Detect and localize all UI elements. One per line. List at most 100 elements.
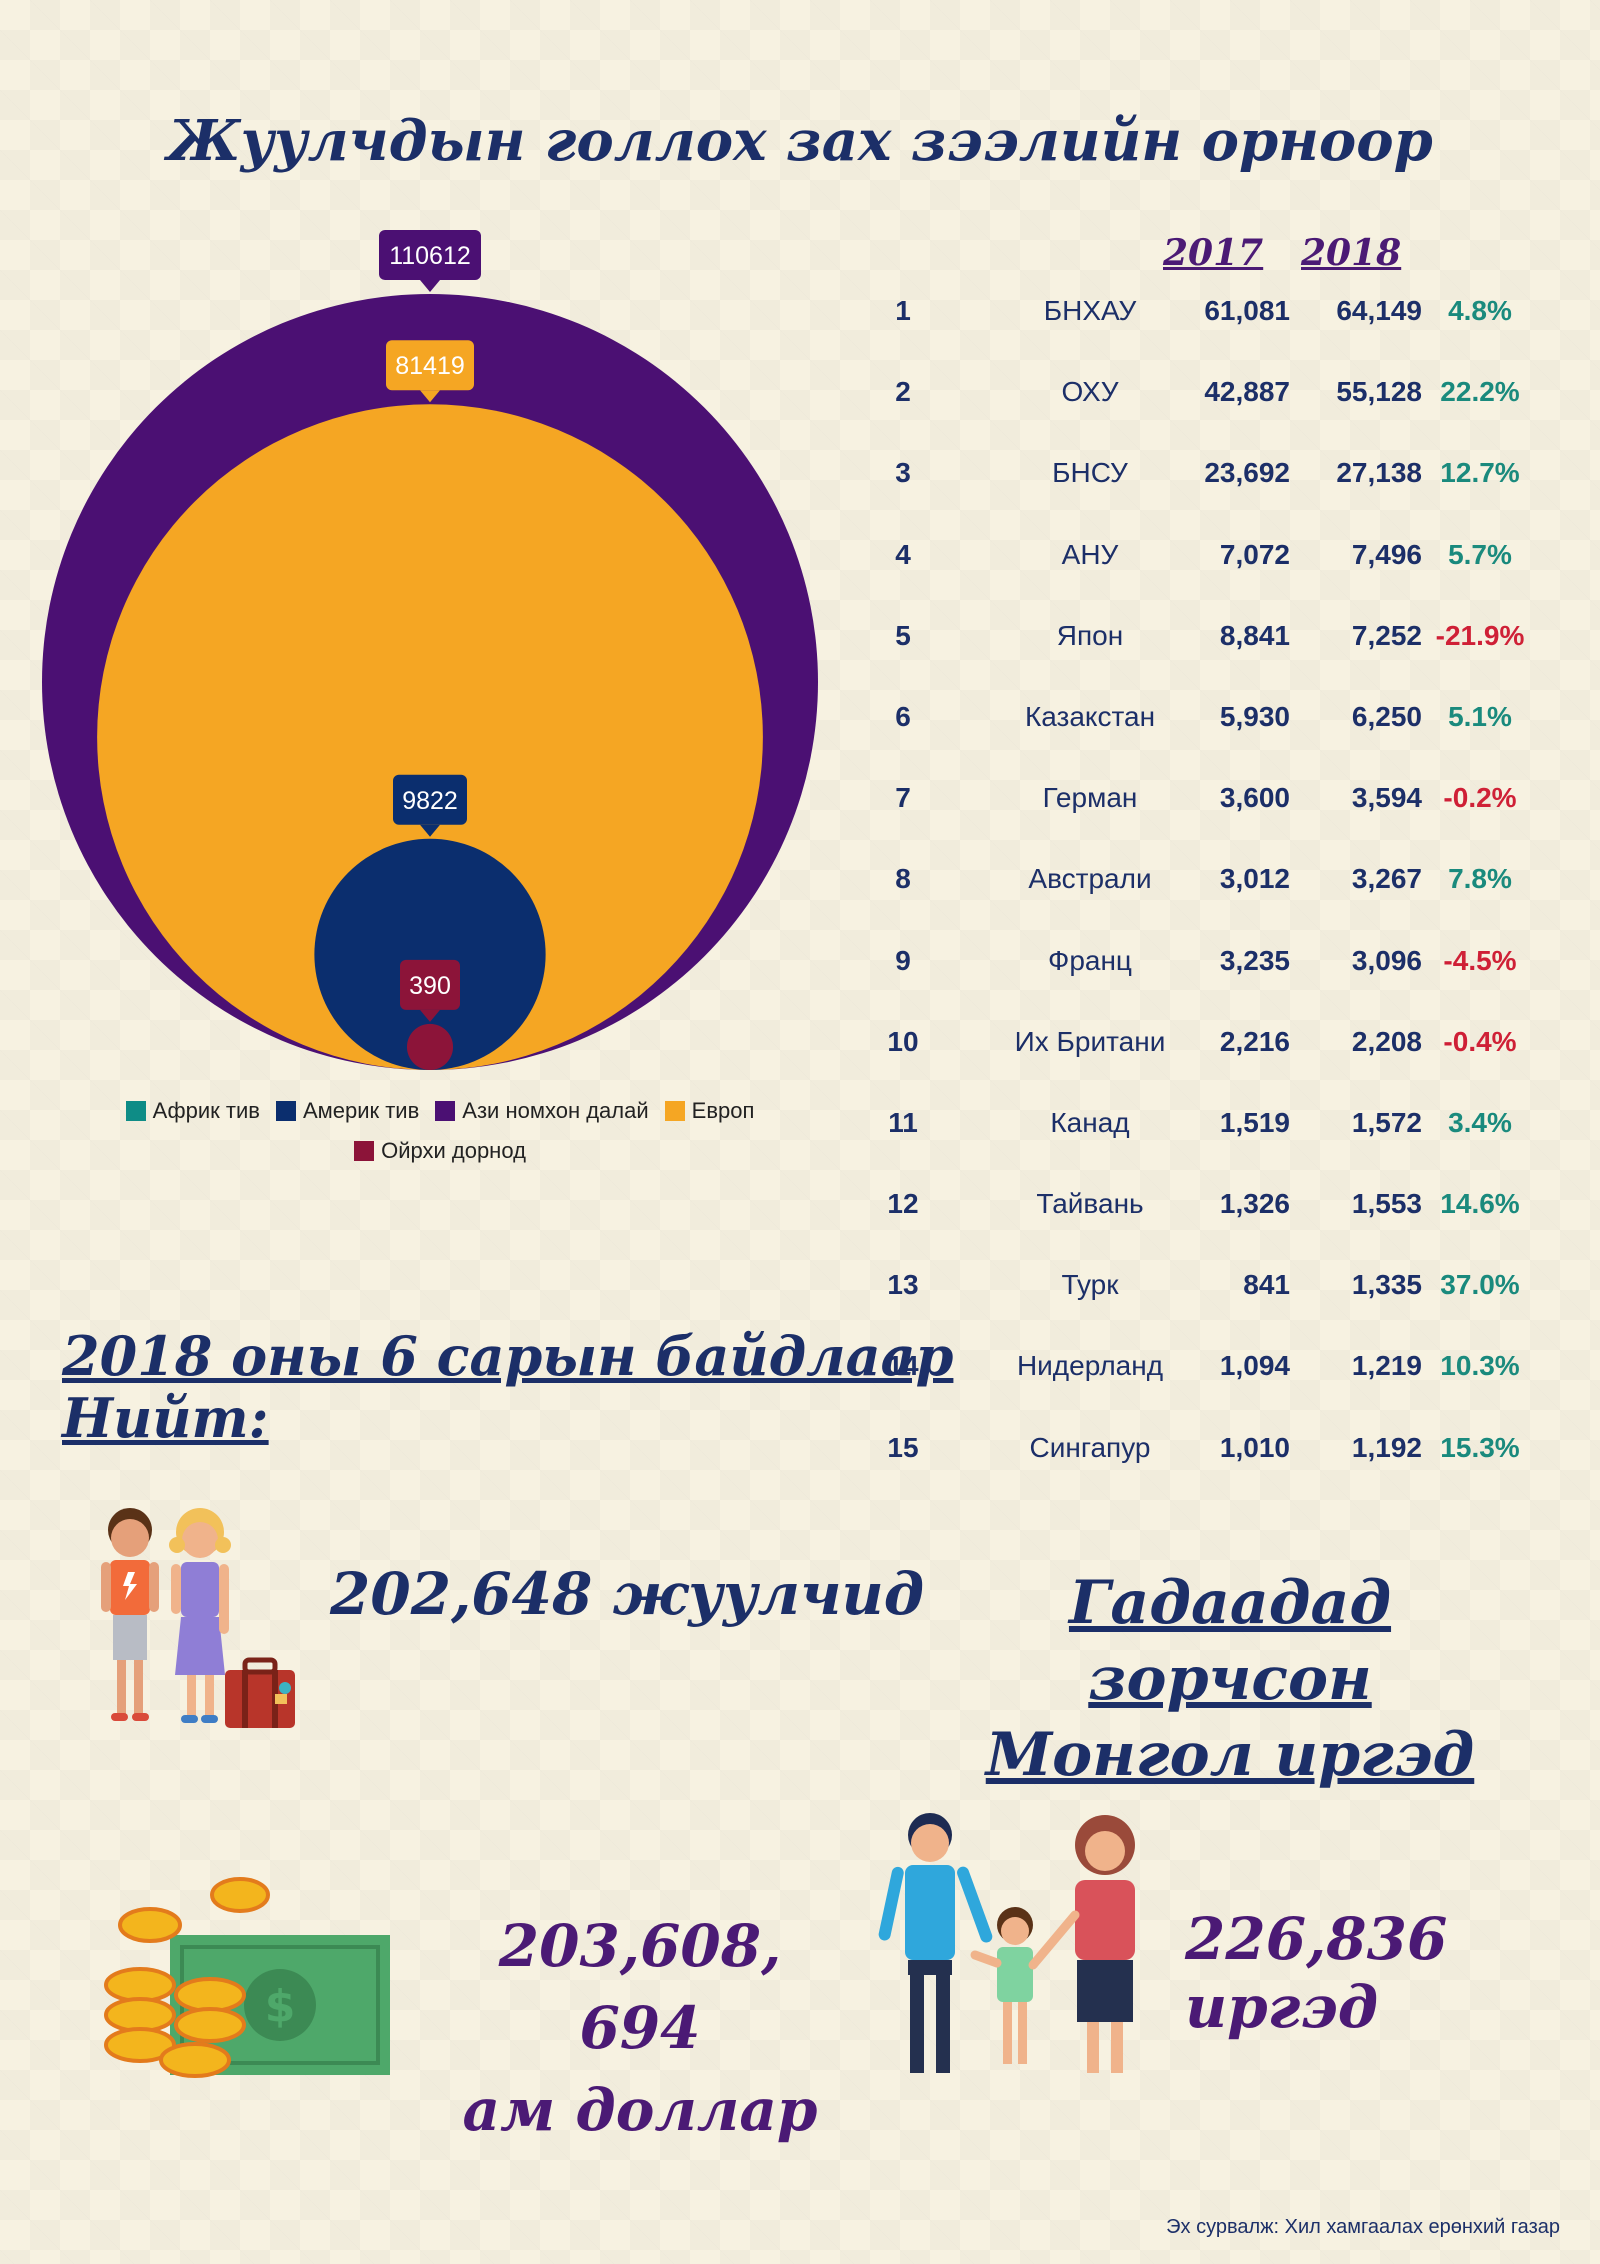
table-row: 13 Турк 841 1,335 37.0% <box>880 1269 1540 1350</box>
source-note: Эх сурвалж: Хил хамгаалах ерөнхий газар <box>1166 2216 1560 2238</box>
legend-label-middle-east: Ойрхи дорнод <box>381 1138 526 1163</box>
row-rank: 10 <box>887 1025 919 1057</box>
row-value-2018: 3,096 <box>1351 944 1422 976</box>
legend-swatch-america <box>275 1101 296 1121</box>
row-value-2018: 55,128 <box>1336 376 1422 408</box>
row-country: Турк <box>1061 1269 1119 1301</box>
row-country: Их Британи <box>1014 1025 1166 1057</box>
money-total: 203,608, 694 ам доллар <box>460 1905 820 2151</box>
money-total-line2: ам доллар <box>462 2076 818 2144</box>
callout-pointer-asia-pacific <box>420 280 440 292</box>
bubble-america <box>314 838 546 1070</box>
row-value-2018: 1,335 <box>1351 1269 1422 1301</box>
country-table: 1 БНХАУ 61,081 64,149 4.8% 2 ОХУ 42,887 55,128 22… <box>880 295 1540 1513</box>
row-value-2017: 5,930 <box>1219 700 1290 732</box>
legend-swatch-middle-east <box>354 1141 375 1161</box>
table-row: 2 ОХУ 42,887 55,128 22.2% <box>880 376 1540 457</box>
row-country: БНСУ <box>1052 457 1128 489</box>
row-value-2018: 1,219 <box>1351 1350 1422 1382</box>
bubble-middle-east <box>406 1023 454 1070</box>
row-value-2017: 841 <box>1243 1269 1290 1301</box>
row-value-2017: 23,692 <box>1204 457 1290 489</box>
row-rank: 13 <box>887 1269 919 1301</box>
callout-value-asia-pacific: 110612 <box>389 242 471 270</box>
row-value-2018: 1,572 <box>1351 1106 1422 1138</box>
row-change: -4.5% <box>1443 944 1517 976</box>
row-rank: 5 <box>895 619 911 651</box>
row-change: 4.8% <box>1448 295 1512 326</box>
row-value-2018: 3,594 <box>1351 782 1422 814</box>
callout-value-middle-east: 390 <box>409 972 451 1000</box>
row-country: Нидерланд <box>1016 1350 1164 1382</box>
row-country: Тайвань <box>1036 1188 1144 1220</box>
row-value-2017: 3,600 <box>1219 782 1290 814</box>
callout-box-america <box>393 774 467 825</box>
callout-value-europe: 81419 <box>395 352 465 380</box>
row-country: Франц <box>1048 944 1132 976</box>
money-illustration-icon: $ <box>104 1877 390 2078</box>
callout-box-asia-pacific <box>379 230 481 280</box>
row-country: Казакстан <box>1024 700 1156 732</box>
row-value-2018: 27,138 <box>1336 457 1422 489</box>
callout-pointer-middle-east <box>420 1009 440 1022</box>
row-change: 3.4% <box>1448 1106 1512 1138</box>
row-value-2018: 1,553 <box>1351 1188 1422 1220</box>
legend-row-1: Африк тив Америк тив Ази номхон далай Ев… <box>40 1098 840 1124</box>
row-value-2017: 2,216 <box>1219 1025 1290 1057</box>
table-row: 7 Герман 3,600 3,594 -0.2% <box>880 782 1540 863</box>
row-value-2017: 1,094 <box>1219 1350 1290 1382</box>
citizens-total: 226,836 иргэд <box>1185 1905 1448 2041</box>
legend-item-africa: Африк тив <box>125 1098 260 1124</box>
row-change: -21.9% <box>1435 619 1525 651</box>
row-value-2017: 42,887 <box>1204 376 1290 408</box>
row-value-2017: 7,072 <box>1219 538 1290 570</box>
row-country: БНХАУ <box>1043 295 1137 326</box>
row-value-2018: 6,250 <box>1351 700 1422 732</box>
row-change: 5.7% <box>1448 538 1512 570</box>
row-country: Япон <box>1056 619 1124 651</box>
table-row: 1 БНХАУ 61,081 64,149 4.8% <box>880 295 1540 376</box>
row-value-2018: 7,496 <box>1351 538 1422 570</box>
row-country: Герман <box>1042 782 1138 814</box>
callout-box-europe <box>386 340 474 391</box>
legend-swatch-asia-pacific <box>435 1101 456 1121</box>
callout-middle-east: 390 <box>400 959 460 1022</box>
abroad-heading-line1: Гадаадад зорчсон <box>1068 1568 1392 1714</box>
page-title: Жуулчдын голлох зах зээлийн орноор <box>167 108 1433 174</box>
row-value-2017: 3,235 <box>1219 944 1290 976</box>
row-change: 7.8% <box>1448 863 1512 895</box>
callout-asia-pacific: 110612 <box>379 230 481 292</box>
legend-label-africa: Африк тив <box>152 1098 260 1123</box>
row-rank: 2 <box>895 376 911 408</box>
row-rank: 7 <box>895 782 911 814</box>
table-row: 9 Франц 3,235 3,096 -4.5% <box>880 945 1540 1026</box>
chart-legend: Африк тив Америк тив Ази номхон далай Ев… <box>40 1098 840 1178</box>
row-change: -0.4% <box>1443 1025 1517 1057</box>
table-row: 4 АНУ 7,072 7,496 5.7% <box>880 539 1540 620</box>
summary-heading: 2018 оны 6 сарын байдлаар Нийт: <box>62 1325 953 1449</box>
legend-label-america: Америк тив <box>302 1098 420 1123</box>
table-row: 5 Япон 8,841 7,252 -21.9% <box>880 620 1540 701</box>
row-rank: 1 <box>895 295 911 326</box>
row-value-2018: 2,208 <box>1351 1025 1422 1057</box>
legend-label-asia-pacific: Ази номхон далай <box>462 1098 649 1123</box>
table-row: 8 Австрали 3,012 3,267 7.8% <box>880 863 1540 944</box>
row-change: 14.6% <box>1440 1188 1520 1220</box>
family-illustration-icon <box>878 1813 1135 2073</box>
table-row: 6 Казакстан 5,930 6,250 5.1% <box>880 701 1540 782</box>
row-change: 10.3% <box>1440 1350 1520 1382</box>
row-value-2017: 1,519 <box>1219 1106 1290 1138</box>
callout-pointer-europe <box>420 390 440 403</box>
row-value-2018: 3,267 <box>1351 863 1422 895</box>
row-rank: 9 <box>895 944 911 976</box>
table-row: 3 БНСУ 23,692 27,138 12.7% <box>880 457 1540 538</box>
row-country: ОХУ <box>1061 376 1119 408</box>
row-value-2017: 8,841 <box>1219 619 1290 651</box>
row-value-2017: 3,012 <box>1219 863 1290 895</box>
table-row: 14 Нидерланд 1,094 1,219 10.3% <box>880 1350 1540 1431</box>
table-row: 12 Тайвань 1,326 1,553 14.6% <box>880 1188 1540 1269</box>
row-rank: 14 <box>887 1350 919 1382</box>
legend-row-2: Ойрхи дорнод <box>40 1138 840 1164</box>
bubble-chart: 110612 81419 9822 390 <box>42 230 818 1071</box>
row-country: Сингапур <box>1029 1431 1151 1463</box>
